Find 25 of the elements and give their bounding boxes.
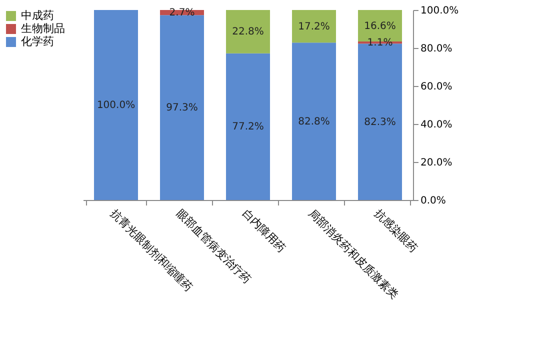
y-tick-label: 60.0% <box>420 82 452 92</box>
y-tick-label: 20.0% <box>420 158 452 168</box>
data-label: 22.8% <box>232 26 264 38</box>
data-label: 100.0% <box>96 100 136 111</box>
y-tick-label: 0.0% <box>420 196 446 206</box>
legend-label: 生物制品 <box>21 22 65 35</box>
legend-label: 化学药 <box>21 35 54 48</box>
bar <box>292 10 336 43</box>
legend-label: 中成药 <box>21 9 54 22</box>
data-label: 82.3% <box>364 116 396 128</box>
y-tick-label: 40.0% <box>420 120 452 130</box>
x-tick-label: 抗感染眼药 <box>372 206 420 255</box>
data-label: 97.3% <box>166 102 198 114</box>
data-label: 17.2% <box>298 21 330 32</box>
bar <box>226 53 270 200</box>
data-label: 82.8% <box>298 116 330 128</box>
data-label: 16.6% <box>364 20 396 32</box>
y-tick-label: 100.0% <box>420 6 459 16</box>
y-tick-label: 80.0% <box>420 44 452 54</box>
data-label: 77.2% <box>232 122 264 133</box>
bar <box>292 42 336 200</box>
bar <box>94 10 138 200</box>
bar <box>226 10 270 54</box>
x-tick-label: 白内障用药 <box>240 206 288 255</box>
bar <box>160 15 204 200</box>
